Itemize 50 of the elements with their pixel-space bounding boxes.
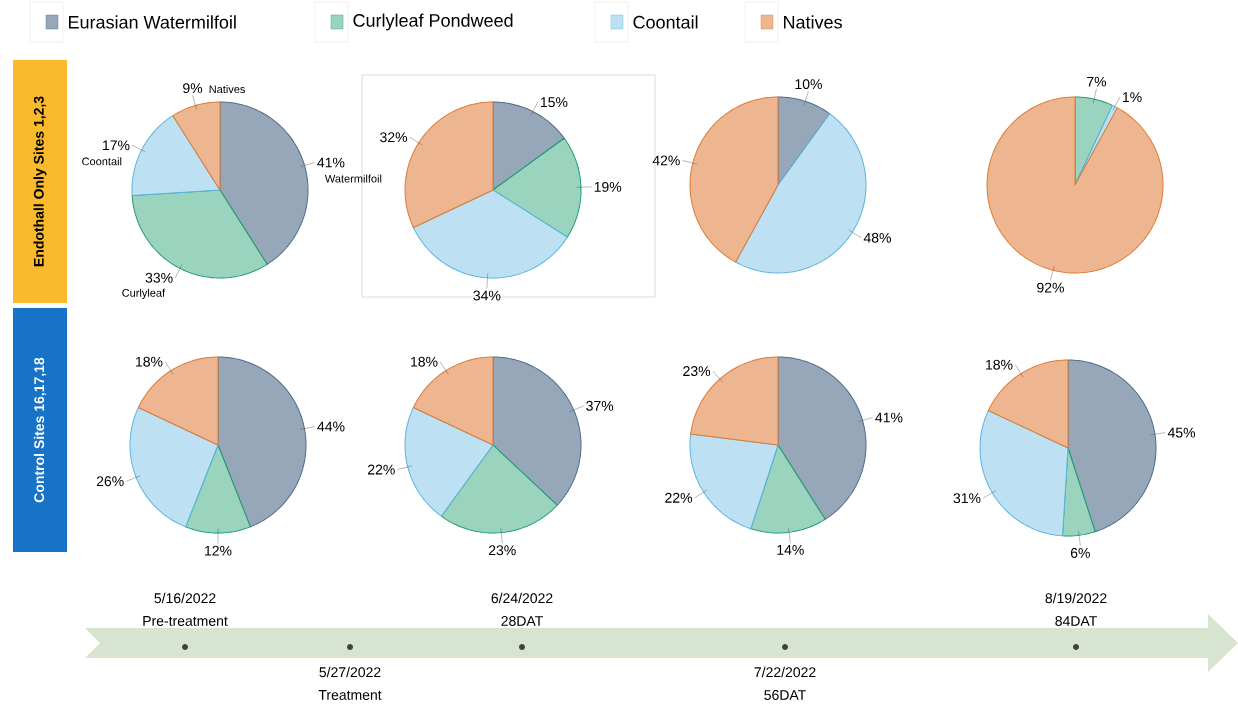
data-label: 23% bbox=[683, 366, 711, 377]
data-label: 34% bbox=[473, 290, 501, 301]
text: 7/22/2022 bbox=[754, 666, 816, 678]
data-label: 33% bbox=[145, 272, 173, 283]
legend-label: Coontail bbox=[633, 15, 698, 29]
legend-label: Eurasian Watermilfoil bbox=[69, 15, 236, 29]
text: Control Sites 16,17,18 bbox=[33, 357, 47, 503]
text: Watermilfoil bbox=[324, 174, 382, 183]
data-label: 92% bbox=[1037, 282, 1064, 293]
data-label: 31% bbox=[953, 493, 981, 504]
data-label: 18% bbox=[411, 356, 438, 367]
text: Curlyleaf bbox=[122, 288, 166, 299]
text: 5/16/2022 bbox=[154, 592, 216, 604]
data-label: 15% bbox=[540, 97, 568, 108]
data-label: 23% bbox=[488, 545, 516, 556]
text: 6/24/2022 bbox=[491, 592, 553, 604]
data-label: 22% bbox=[368, 464, 395, 475]
data-label: 12% bbox=[205, 545, 232, 556]
data-label: 32% bbox=[380, 132, 408, 143]
data-label: 26% bbox=[96, 476, 124, 487]
text: 5/27/2022 bbox=[319, 666, 381, 678]
data-label: 41% bbox=[875, 412, 903, 423]
data-label: 18% bbox=[986, 359, 1013, 370]
text: Coontail bbox=[82, 157, 122, 166]
data-label: 44% bbox=[317, 421, 345, 432]
text: 28DAT bbox=[501, 616, 543, 626]
legend-label: Curlyleaf Pondweed bbox=[353, 13, 513, 31]
data-label: 37% bbox=[586, 400, 614, 411]
text: Natives bbox=[209, 85, 246, 94]
data-label: 22% bbox=[665, 492, 693, 503]
data-label: 48% bbox=[863, 232, 891, 243]
data-label: 18% bbox=[136, 356, 163, 367]
data-label: 17% bbox=[103, 140, 130, 151]
data-label: 6% bbox=[1070, 547, 1090, 558]
data-label: 7% bbox=[1087, 76, 1107, 87]
text: 8/19/2022 bbox=[1045, 592, 1107, 604]
data-label: 42% bbox=[652, 155, 680, 166]
data-label: 1% bbox=[1122, 92, 1142, 103]
text: 84DAT bbox=[1055, 616, 1097, 626]
data-label: 45% bbox=[1167, 427, 1196, 438]
text: Endothall Only Sites 1,2,3 bbox=[33, 96, 47, 267]
data-label: 9% bbox=[183, 83, 203, 94]
data-label: 10% bbox=[795, 79, 822, 90]
data-label: 19% bbox=[594, 181, 622, 192]
legend-label: Natives bbox=[784, 15, 842, 29]
text: Treatment bbox=[318, 690, 382, 700]
text: 56DAT bbox=[764, 690, 806, 700]
data-label: 41% bbox=[317, 157, 345, 168]
data-label: 14% bbox=[777, 544, 804, 555]
text: Pre-treatment bbox=[143, 616, 228, 626]
